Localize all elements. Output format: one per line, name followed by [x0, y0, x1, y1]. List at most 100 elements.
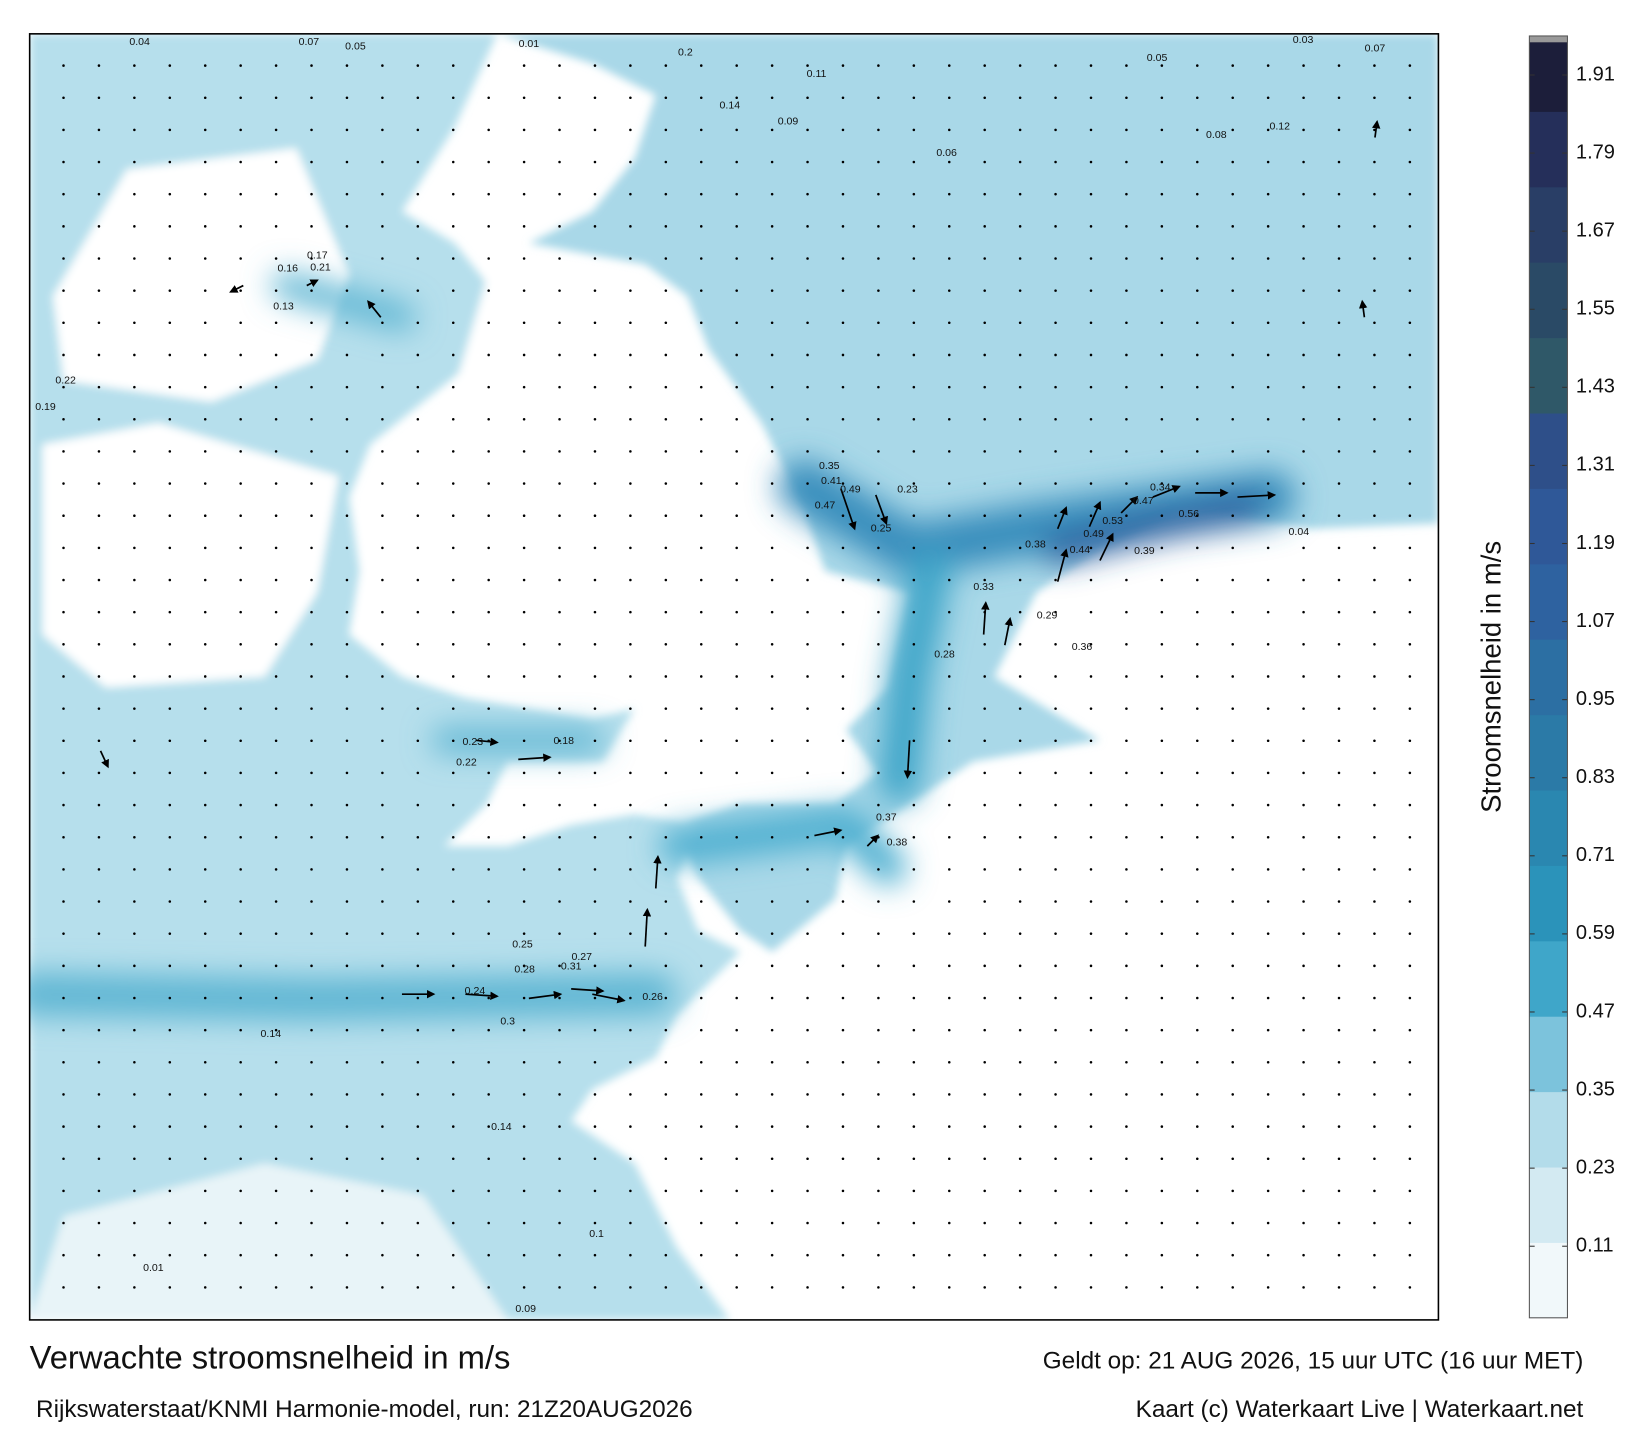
grid-dot — [558, 257, 561, 260]
grid-dot — [416, 417, 420, 421]
grid-dot — [983, 1061, 986, 1064]
grid-dot — [487, 932, 490, 935]
grid-dot — [97, 417, 101, 421]
value-label: 0.3 — [500, 1015, 515, 1027]
colorbar-tick-label: 1.79 — [1576, 141, 1615, 163]
grid-dot — [735, 868, 738, 871]
grid-dot — [664, 900, 668, 903]
grid-dot — [416, 257, 420, 260]
grid-dot — [1373, 932, 1376, 935]
grid-dot — [1054, 1221, 1057, 1225]
grid-dot — [1373, 385, 1376, 389]
grid-dot — [522, 321, 526, 325]
grid-dot — [1089, 771, 1093, 775]
grid-dot — [416, 1061, 420, 1064]
grid-dot — [1337, 739, 1341, 743]
grid-dot — [522, 771, 526, 775]
grid-dot — [1408, 289, 1412, 292]
water — [497, 33, 1439, 952]
grid-dot — [1408, 1093, 1412, 1096]
grid-dot — [699, 803, 703, 807]
grid-dot — [593, 1286, 597, 1289]
grid-dot — [203, 643, 207, 646]
grid-dot — [310, 450, 313, 453]
current-arrow — [653, 854, 662, 889]
grid-dot — [912, 353, 916, 357]
grid-dot — [1408, 385, 1412, 389]
grid-dot — [487, 450, 490, 453]
grid-dot — [1196, 771, 1199, 775]
grid-dot — [1125, 1157, 1128, 1160]
grid-dot — [770, 450, 774, 453]
grid-dot — [416, 707, 420, 710]
grid-dot — [1160, 289, 1164, 292]
grid-dot — [1302, 482, 1305, 485]
grid-dot — [1302, 868, 1305, 871]
value-label: 0.21 — [310, 261, 331, 273]
grid-dot — [310, 128, 313, 132]
grid-dot — [310, 675, 313, 678]
grid-dot — [168, 1028, 172, 1032]
grid-dot — [1089, 964, 1093, 968]
grid-dot — [664, 1189, 668, 1193]
grid-dot — [1196, 675, 1199, 678]
grid-dot — [1160, 1028, 1164, 1032]
grid-dot — [1408, 578, 1412, 582]
grid-dot — [877, 803, 880, 807]
colorbar-tick-label: 0.11 — [1576, 1235, 1614, 1257]
grid-dot — [558, 482, 561, 485]
grid-dot — [1054, 514, 1057, 517]
colorbar-band — [1529, 865, 1568, 942]
grid-dot — [62, 771, 65, 775]
grid-dot — [310, 257, 313, 260]
grid-dot — [451, 353, 455, 357]
grid-dot — [416, 803, 420, 807]
grid-dot — [912, 1093, 916, 1096]
grid-dot — [1266, 546, 1270, 550]
grid-dot — [1337, 675, 1341, 678]
grid-dot — [629, 643, 632, 646]
grid-dot — [558, 1157, 561, 1160]
value-label: 0.47 — [1133, 495, 1154, 507]
grid-dot — [1266, 643, 1270, 646]
colorbar-band — [1529, 1016, 1568, 1093]
grid-dot — [841, 417, 845, 421]
grid-dot — [1196, 1125, 1199, 1128]
grid-dot — [381, 643, 384, 646]
grid-dot — [699, 1125, 703, 1128]
grid-dot — [1054, 707, 1057, 710]
value-label: 0.28 — [514, 964, 535, 976]
grid-dot — [97, 1286, 101, 1289]
grid-dot — [770, 803, 774, 807]
grid-dot — [62, 1221, 65, 1225]
grid-dot — [522, 289, 526, 292]
grid-dot — [593, 643, 597, 646]
grid-dot — [133, 1061, 136, 1064]
grid-dot — [381, 482, 384, 485]
grid-dot — [877, 1157, 880, 1160]
grid-dot — [806, 96, 809, 99]
grid-dot — [97, 739, 101, 743]
grid-dot — [168, 707, 172, 710]
grid-dot — [1231, 771, 1234, 775]
grid-dot — [133, 1093, 136, 1096]
grid-dot — [841, 643, 845, 646]
land — [52, 148, 350, 402]
grid-dot — [983, 64, 986, 67]
grid-dot — [912, 64, 916, 67]
grid-dot — [381, 385, 384, 389]
grid-dot — [1089, 707, 1093, 710]
grid-dot — [558, 996, 561, 1000]
grid-dot — [948, 321, 951, 325]
grid-dot — [1018, 192, 1022, 196]
grid-dot — [770, 996, 774, 1000]
grid-dot — [699, 1157, 703, 1160]
grid-dot — [133, 964, 136, 968]
grid-dot — [345, 321, 349, 325]
grid-dot — [274, 578, 278, 582]
grid-dot — [593, 160, 597, 164]
grid-dot — [664, 835, 668, 839]
value-label: 0.09 — [515, 1303, 536, 1315]
grid-dot — [806, 353, 809, 357]
grid-dot — [168, 546, 172, 550]
